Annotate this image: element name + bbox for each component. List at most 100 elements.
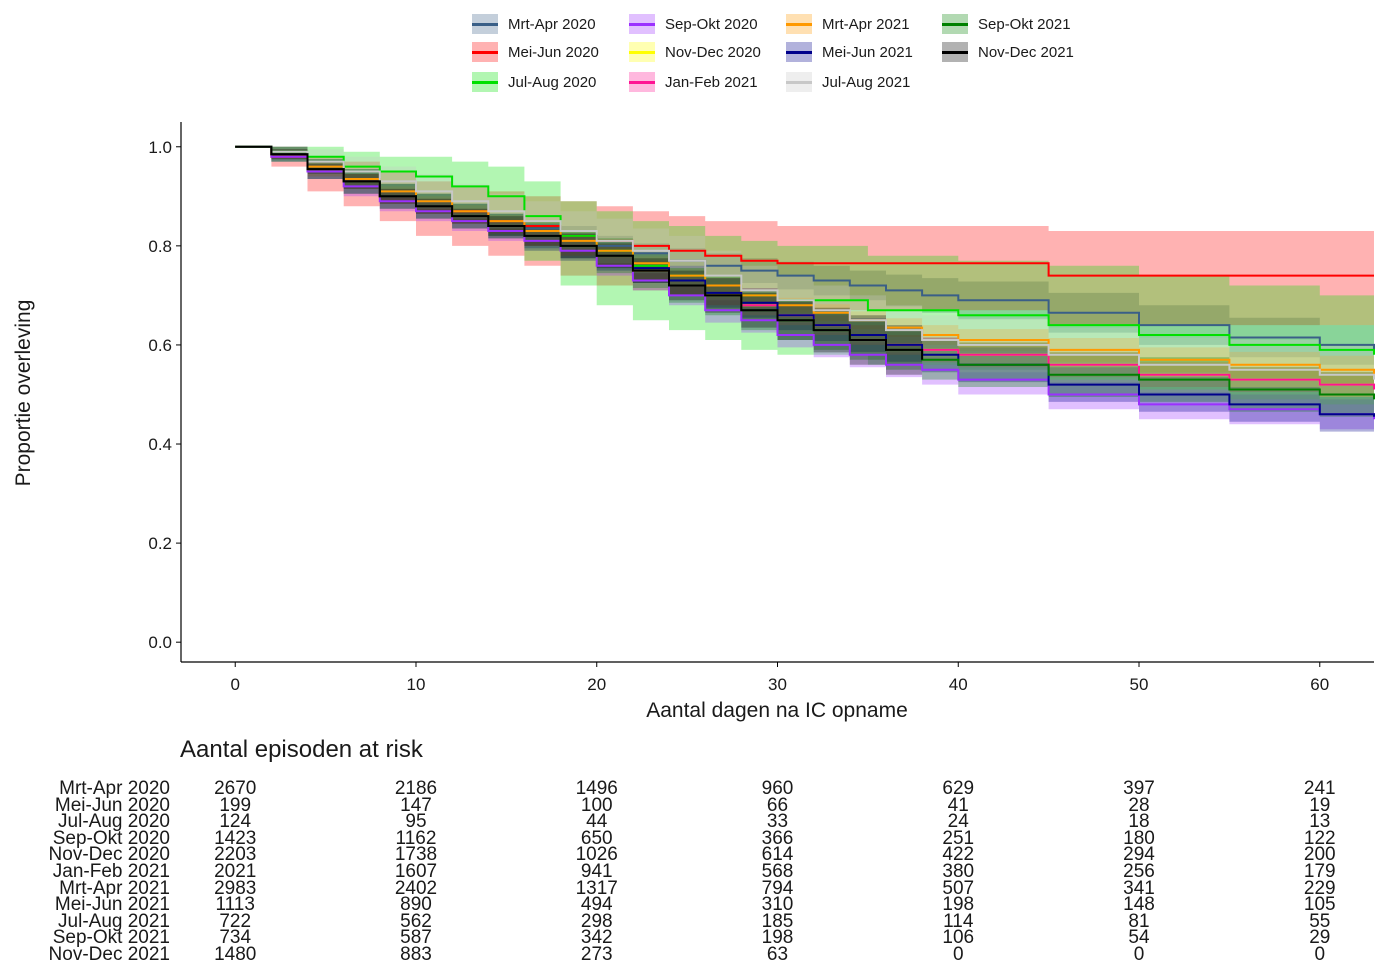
y-tick-label: 0.8 [148, 237, 172, 256]
risk-cell: 185 [761, 910, 794, 932]
risk-cell: 33 [766, 811, 789, 833]
risk-cell: 1423 [214, 827, 257, 849]
risk-cell: 294 [1123, 844, 1155, 866]
ci-band-jul-aug-2021 [235, 146, 1375, 410]
risk-cell: 41 [947, 794, 969, 816]
risk-cell: 66 [766, 794, 789, 816]
risk-cell: 2670 [214, 778, 257, 799]
risk-cell: 380 [942, 861, 975, 882]
risk-cell: 397 [1123, 778, 1155, 799]
risk-cell: 1113 [215, 894, 255, 916]
risk-row-label: Jul-Aug 2021 [58, 910, 170, 932]
risk-cell: 1162 [395, 827, 437, 849]
risk-cell: 422 [942, 844, 975, 866]
risk-cell: 241 [1303, 778, 1336, 799]
legend-key [940, 40, 970, 64]
x-tick-label: 0 [230, 675, 239, 694]
legend-item: Mei-Jun 2020 [470, 40, 599, 64]
legend-key [940, 12, 970, 36]
risk-table-title: Aantal episoden at risk [180, 736, 423, 763]
risk-cell: 105 [1303, 894, 1336, 916]
risk-cell: 341 [1123, 877, 1155, 899]
y-axis-label: Proportie overleving [12, 300, 35, 487]
x-tick-label: 60 [1310, 675, 1329, 694]
legend-key [627, 40, 657, 64]
risk-cell: 122 [1303, 827, 1336, 849]
risk-cell: 200 [1303, 844, 1336, 866]
risk-row-label: Mei-Jun 2021 [54, 894, 170, 916]
risk-cell: 19 [1309, 794, 1331, 816]
y-tick-label: 0.6 [148, 336, 172, 355]
risk-cell: 199 [219, 794, 252, 816]
risk-cell: 562 [400, 910, 432, 932]
risk-cell: 2186 [394, 778, 438, 799]
risk-cell: 568 [761, 861, 794, 882]
legend-key [627, 70, 657, 94]
risk-cell: 2203 [214, 844, 257, 866]
risk-cell: 148 [1123, 894, 1155, 916]
legend-item: Nov-Dec 2021 [940, 40, 1074, 64]
risk-row-label: Jul-Aug 2020 [58, 811, 170, 833]
risk-cell: 507 [942, 877, 975, 899]
risk-cell: 251 [942, 827, 975, 849]
risk-row-label: Mei-Jun 2020 [54, 794, 170, 816]
risk-cell: 124 [219, 811, 252, 833]
risk-cell: 1026 [575, 844, 618, 866]
risk-cell: 941 [580, 861, 613, 882]
risk-cell: 650 [580, 827, 613, 849]
legend-label: Mrt-Apr 2020 [508, 15, 596, 33]
legend: Mrt-Apr 2020 Mei-Jun 2020 Jul-Aug 2020 Sep-… [470, 8, 1110, 98]
ci-band-mei-jun-2020 [235, 146, 1375, 326]
risk-cell: 18 [1128, 811, 1150, 833]
legend-key [784, 40, 814, 64]
risk-cell: 198 [942, 894, 975, 916]
risk-cell: 1738 [394, 844, 438, 866]
risk-cell: 0 [952, 944, 964, 965]
risk-cell: 198 [761, 927, 794, 949]
risk-cell: 63 [766, 944, 789, 965]
confidence-bands [235, 146, 1375, 435]
risk-cell: 960 [761, 778, 794, 799]
risk-row-label: Sep-Okt 2020 [52, 827, 170, 849]
risk-cell: 13 [1309, 811, 1331, 833]
curve-nov-dec-2021 [235, 145, 924, 360]
legend-label: Mrt-Apr 2021 [822, 15, 910, 33]
legend-item: Mrt-Apr 2020 [470, 12, 596, 36]
risk-cell: 100 [580, 794, 613, 816]
x-tick-label: 30 [768, 675, 787, 694]
risk-cell: 342 [580, 927, 613, 949]
x-tick-label: 50 [1130, 675, 1149, 694]
risk-cell: 629 [942, 778, 975, 799]
risk-cell: 2983 [214, 877, 257, 899]
risk-cell: 29 [1309, 927, 1331, 949]
ci-band-sep-okt-2021 [235, 146, 1375, 422]
risk-cell: 1607 [394, 861, 438, 882]
risk-row-label: Sep-Okt 2021 [52, 927, 170, 949]
x-axis-label: Aantal dagen na IC opname [646, 699, 908, 722]
y-tick-label: 1.0 [148, 138, 172, 157]
survival-curves [235, 145, 1375, 420]
legend-item: Mrt-Apr 2021 [784, 12, 910, 36]
risk-cell: 180 [1123, 827, 1155, 849]
risk-cell: 1317 [575, 877, 618, 899]
legend-item: Sep-Okt 2020 [627, 12, 758, 36]
risk-cell: 1496 [575, 778, 618, 799]
risk-cell: 0 [1314, 944, 1326, 965]
risk-cell: 147 [400, 794, 432, 816]
risk-row-label: Nov-Dec 2021 [48, 944, 170, 965]
legend-label: Jan-Feb 2021 [665, 73, 758, 91]
risk-row-label: Mrt-Apr 2020 [59, 778, 170, 799]
risk-cell: 106 [942, 927, 975, 949]
ci-band-nov-dec-2020 [235, 146, 1375, 402]
risk-row-label: Nov-Dec 2020 [48, 844, 170, 866]
risk-cell: 614 [761, 844, 794, 866]
risk-cell: 2402 [394, 877, 438, 899]
axes: 0.0 0.2 0.4 0.6 0.8 1.0 0 10 20 30 40 50 60 [148, 122, 1374, 694]
ci-band-jul-aug-2020 [235, 146, 1375, 410]
legend-item: Jan-Feb 2021 [627, 70, 758, 94]
risk-cell: 28 [1128, 794, 1150, 816]
risk-cell: 114 [943, 910, 974, 932]
legend-key [784, 12, 814, 36]
risk-table: Mrt-Apr 2020 2670 2186 1496 960 629 397 241 Mei-… [0, 778, 1382, 965]
risk-cell: 24 [947, 811, 969, 833]
